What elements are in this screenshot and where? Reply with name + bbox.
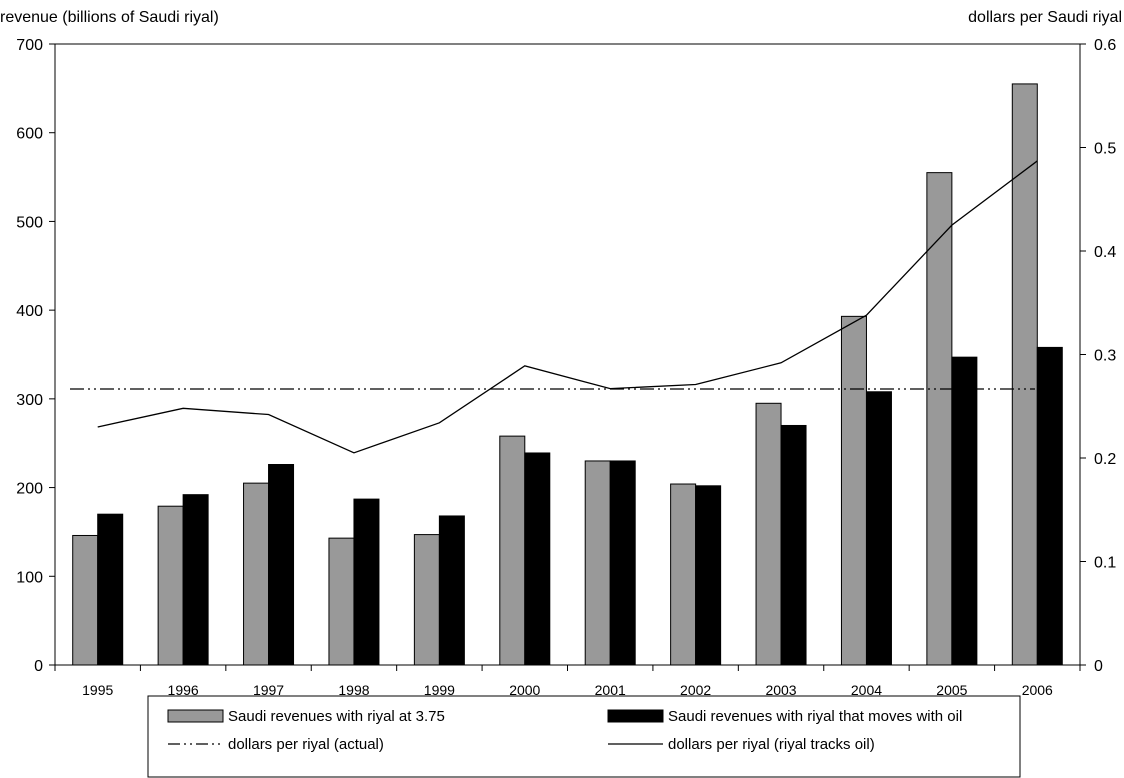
left-tick-label: 500 xyxy=(16,214,43,231)
left-tick-label: 200 xyxy=(16,481,43,498)
x-tick-label: 1999 xyxy=(424,682,455,698)
x-tick-label: 2005 xyxy=(936,682,967,698)
left-axis-title: revenue (billions of Saudi riyal) xyxy=(0,9,219,26)
right-tick-label: 0.3 xyxy=(1094,348,1116,365)
x-tick-label: 2003 xyxy=(765,682,796,698)
plot-area: 0 100 200 300 400 500 600 700 0 0.1 0.2 0.3 0.4 0.5 0.… xyxy=(16,37,1116,698)
bar-riyal-moves-with-oil xyxy=(780,424,807,666)
bar-riyal-375 xyxy=(499,435,526,666)
x-tick-label: 1998 xyxy=(338,682,369,698)
bar-riyal-moves-with-oil xyxy=(865,391,892,666)
bar-riyal-375 xyxy=(157,505,184,666)
bar-riyal-375 xyxy=(1011,83,1038,666)
bar-riyal-moves-with-oil xyxy=(438,515,465,666)
legend-label: Saudi revenues with riyal that moves wit… xyxy=(668,708,962,725)
left-tick-label: 300 xyxy=(16,392,43,409)
plot-frame xyxy=(54,43,1081,666)
legend-label: Saudi revenues with riyal at 3.75 xyxy=(228,708,445,725)
legend-swatch xyxy=(167,709,224,723)
left-tick-label: 600 xyxy=(16,126,43,143)
x-tick-label: 2006 xyxy=(1022,682,1053,698)
bar-riyal-moves-with-oil xyxy=(524,452,551,666)
left-tick-label: 400 xyxy=(16,303,43,320)
bar-riyal-moves-with-oil xyxy=(182,494,209,666)
left-tick-label: 0 xyxy=(34,658,43,675)
bar-riyal-375 xyxy=(584,460,611,666)
bar-riyal-375 xyxy=(243,482,270,666)
x-tick-label: 2001 xyxy=(595,682,626,698)
bar-riyal-moves-with-oil xyxy=(609,460,636,666)
bar-riyal-375 xyxy=(926,172,953,666)
x-tick-label: 1996 xyxy=(168,682,199,698)
bar-riyal-375 xyxy=(413,534,440,666)
line-dollars-per-riyal-tracks-oil xyxy=(97,160,1038,454)
x-tick-label: 2004 xyxy=(851,682,882,698)
legend: Saudi revenues with riyal at 3.75 Saudi r… xyxy=(147,695,1021,778)
right-tick-label: 0.5 xyxy=(1094,141,1116,158)
x-tick-label: 1997 xyxy=(253,682,284,698)
x-tick-label: 2000 xyxy=(509,682,540,698)
legend-label: dollars per riyal (actual) xyxy=(228,736,384,753)
legend-box xyxy=(147,695,1021,778)
bar-riyal-moves-with-oil xyxy=(695,485,722,666)
bar-riyal-moves-with-oil xyxy=(951,356,978,666)
left-tick-label: 100 xyxy=(16,569,43,586)
bar-riyal-moves-with-oil xyxy=(1036,346,1063,666)
right-tick-label: 0.1 xyxy=(1094,555,1116,572)
x-tick-label: 2002 xyxy=(680,682,711,698)
left-tick-label: 700 xyxy=(16,37,43,54)
bar-riyal-375 xyxy=(840,315,867,666)
x-tick-label: 1995 xyxy=(82,682,113,698)
bar-riyal-375 xyxy=(755,402,782,666)
right-axis-title: dollars per Saudi riyal xyxy=(968,9,1122,26)
right-tick-label: 0 xyxy=(1094,658,1103,675)
bar-riyal-moves-with-oil xyxy=(268,464,295,666)
bar-riyal-375 xyxy=(328,537,355,666)
legend-swatch xyxy=(607,709,664,723)
right-tick-label: 0.2 xyxy=(1094,451,1116,468)
bar-riyal-375 xyxy=(670,483,697,666)
bar-riyal-moves-with-oil xyxy=(97,513,124,666)
right-tick-label: 0.4 xyxy=(1094,244,1116,261)
legend-label: dollars per riyal (riyal tracks oil) xyxy=(668,736,875,753)
bar-riyal-375 xyxy=(72,534,99,666)
right-tick-label: 0.6 xyxy=(1094,37,1116,54)
bar-riyal-moves-with-oil xyxy=(353,498,380,666)
